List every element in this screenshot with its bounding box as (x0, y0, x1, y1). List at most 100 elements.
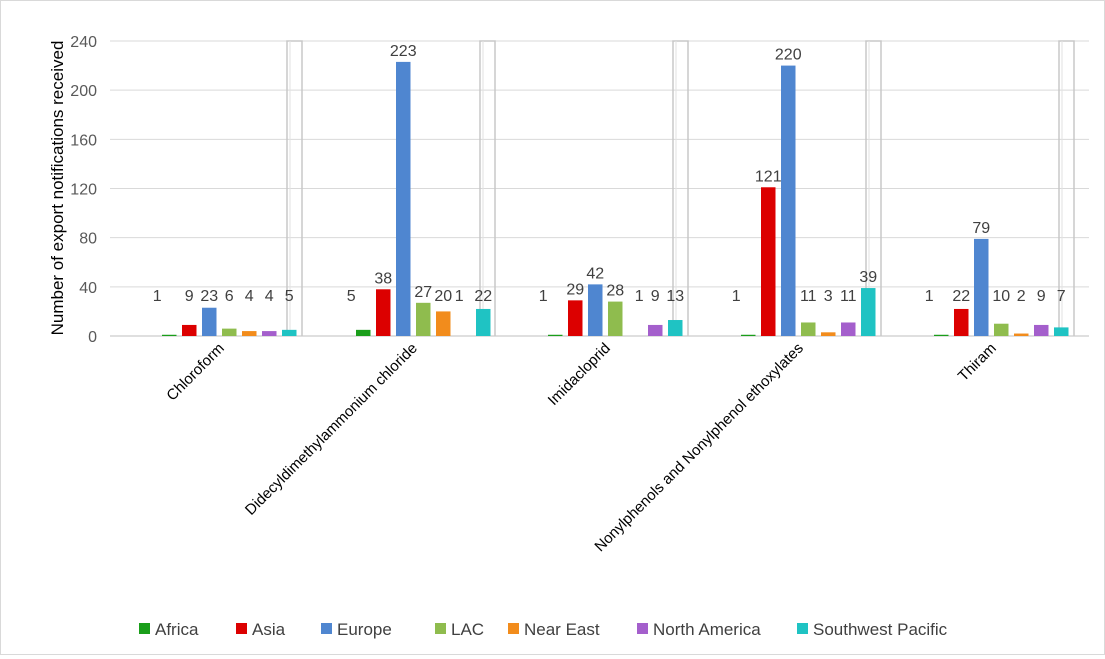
bar-asia (761, 187, 776, 336)
category-box (1058, 40, 1075, 336)
data-label: 22 (952, 288, 970, 305)
bar-africa (934, 334, 949, 336)
data-label: 3 (824, 288, 833, 305)
bar-lac (994, 323, 1009, 336)
data-label: 1 (539, 288, 548, 305)
legend-label: North America (653, 620, 761, 639)
data-label: 5 (285, 288, 294, 305)
legend-swatch (139, 623, 150, 634)
bar-north-america (1034, 324, 1049, 336)
legend-swatch (435, 623, 446, 634)
y-tick-label: 200 (70, 83, 97, 100)
data-label: 223 (390, 43, 417, 60)
category-label: Didecyldimethylammonium chloride (242, 340, 421, 519)
data-label: 38 (374, 270, 392, 287)
data-label: 28 (606, 283, 624, 300)
bar-europe (588, 284, 603, 336)
legend-swatch (236, 623, 247, 634)
bar-europe (396, 61, 411, 336)
bar-africa (162, 334, 177, 336)
data-label: 10 (992, 288, 1010, 305)
bar-near-east (242, 331, 257, 336)
legend-label: Africa (155, 620, 199, 639)
data-label: 39 (859, 269, 877, 286)
data-label: 1 (153, 288, 162, 305)
data-label: 1 (732, 288, 741, 305)
data-label: 9 (651, 288, 660, 305)
bar-africa (548, 334, 563, 336)
category-box (672, 40, 689, 336)
category-labels: Chloroform Didecyldimethylammonium chlori… (163, 340, 999, 555)
legend-swatch (508, 623, 519, 634)
data-label: 42 (586, 265, 604, 282)
category-label: Chloroform (163, 340, 227, 404)
data-label: 13 (666, 288, 684, 305)
category-label: Nonylphenols and Nonylphenol ethoxylates (591, 340, 806, 555)
data-label: 121 (755, 168, 782, 185)
data-label: 27 (414, 284, 432, 301)
data-label: 1 (925, 288, 934, 305)
legend-swatch (321, 623, 332, 634)
bar-europe (974, 238, 989, 336)
bar-near-east (1014, 333, 1029, 336)
data-label: 9 (185, 288, 194, 305)
data-label: 7 (1057, 288, 1066, 305)
legend-label: Southwest Pacific (813, 620, 948, 639)
bar-lac (801, 322, 816, 336)
bar-lac (608, 301, 623, 336)
legend-label: Near East (524, 620, 600, 639)
bar-near-east (821, 332, 836, 336)
bar-europe (781, 65, 796, 336)
category-box (286, 40, 303, 336)
bar-southwest-pacific (861, 288, 876, 336)
bar-asia (568, 300, 583, 336)
bars (162, 61, 1069, 336)
data-label: 220 (775, 47, 802, 64)
y-tick-label: 160 (70, 132, 97, 149)
data-label: 1 (635, 288, 644, 305)
category-boxes (286, 40, 1075, 336)
y-tick-label: 240 (70, 34, 97, 51)
category-label: Thiram (955, 340, 1000, 385)
data-label: 2 (1017, 288, 1026, 305)
data-label: 1 (455, 288, 464, 305)
data-label: 79 (972, 220, 990, 237)
data-label: 20 (434, 288, 452, 305)
bar-north-america (648, 324, 663, 336)
bar-near-east (436, 311, 451, 336)
bar-north-america (262, 331, 277, 336)
y-tick-label: 80 (79, 231, 97, 248)
bar-southwest-pacific (476, 308, 491, 336)
data-label: 11 (800, 288, 817, 305)
legend-label: Asia (252, 620, 286, 639)
legend-label: LAC (451, 620, 484, 639)
data-label: 4 (245, 288, 254, 305)
bar-asia (376, 289, 391, 336)
data-label: 9 (1037, 288, 1046, 305)
data-label: 4 (265, 288, 274, 305)
y-axis-label: Number of export notifications received (48, 41, 67, 336)
legend-label: Europe (337, 620, 392, 639)
category-box (479, 40, 496, 336)
bar-southwest-pacific (1054, 327, 1069, 336)
legend: Africa Asia Europe LAC Near East North Americ… (139, 620, 948, 639)
gridlines (110, 40, 1089, 337)
category-label: Imidacloprid (545, 340, 614, 409)
bar-asia (954, 308, 969, 336)
y-axis-ticks: 0 40 80 120 160 200 240 (70, 34, 97, 346)
category-box (865, 40, 882, 336)
data-label: 5 (347, 288, 356, 305)
y-tick-label: 0 (88, 329, 97, 346)
bar-asia (182, 324, 197, 336)
bar-africa (356, 329, 371, 336)
legend-swatch (797, 623, 808, 634)
data-label: 6 (225, 288, 234, 305)
bar-southwest-pacific (668, 320, 683, 336)
y-tick-label: 120 (70, 182, 97, 199)
bar-lac (222, 328, 237, 336)
data-label: 22 (474, 288, 492, 305)
bar-southwest-pacific (282, 329, 297, 336)
